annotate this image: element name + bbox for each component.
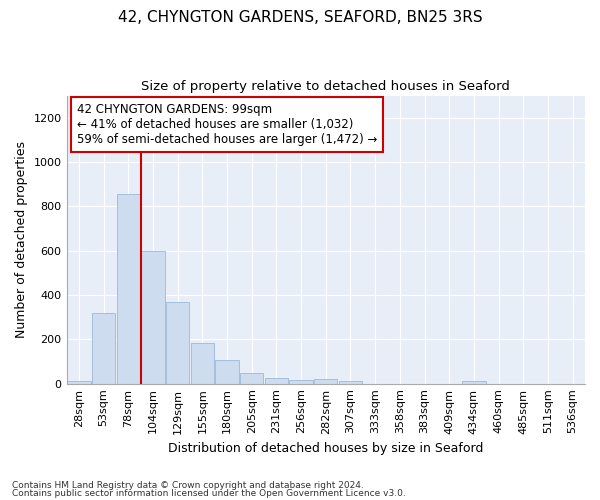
Bar — [67, 381, 91, 384]
Bar — [462, 381, 485, 384]
Bar — [191, 342, 214, 384]
Bar — [339, 382, 362, 384]
Y-axis label: Number of detached properties: Number of detached properties — [15, 141, 28, 338]
Bar — [265, 378, 288, 384]
Text: Contains HM Land Registry data © Crown copyright and database right 2024.: Contains HM Land Registry data © Crown c… — [12, 481, 364, 490]
Bar — [240, 374, 263, 384]
Text: 42, CHYNGTON GARDENS, SEAFORD, BN25 3RS: 42, CHYNGTON GARDENS, SEAFORD, BN25 3RS — [118, 10, 482, 25]
Bar — [314, 379, 337, 384]
Bar — [116, 194, 140, 384]
Title: Size of property relative to detached houses in Seaford: Size of property relative to detached ho… — [142, 80, 510, 93]
Bar — [166, 302, 190, 384]
Bar — [92, 313, 115, 384]
Text: 42 CHYNGTON GARDENS: 99sqm
← 41% of detached houses are smaller (1,032)
59% of s: 42 CHYNGTON GARDENS: 99sqm ← 41% of deta… — [77, 103, 377, 146]
Text: Contains public sector information licensed under the Open Government Licence v3: Contains public sector information licen… — [12, 488, 406, 498]
Bar — [215, 360, 239, 384]
Bar — [141, 251, 164, 384]
Bar — [289, 380, 313, 384]
X-axis label: Distribution of detached houses by size in Seaford: Distribution of detached houses by size … — [168, 442, 484, 455]
